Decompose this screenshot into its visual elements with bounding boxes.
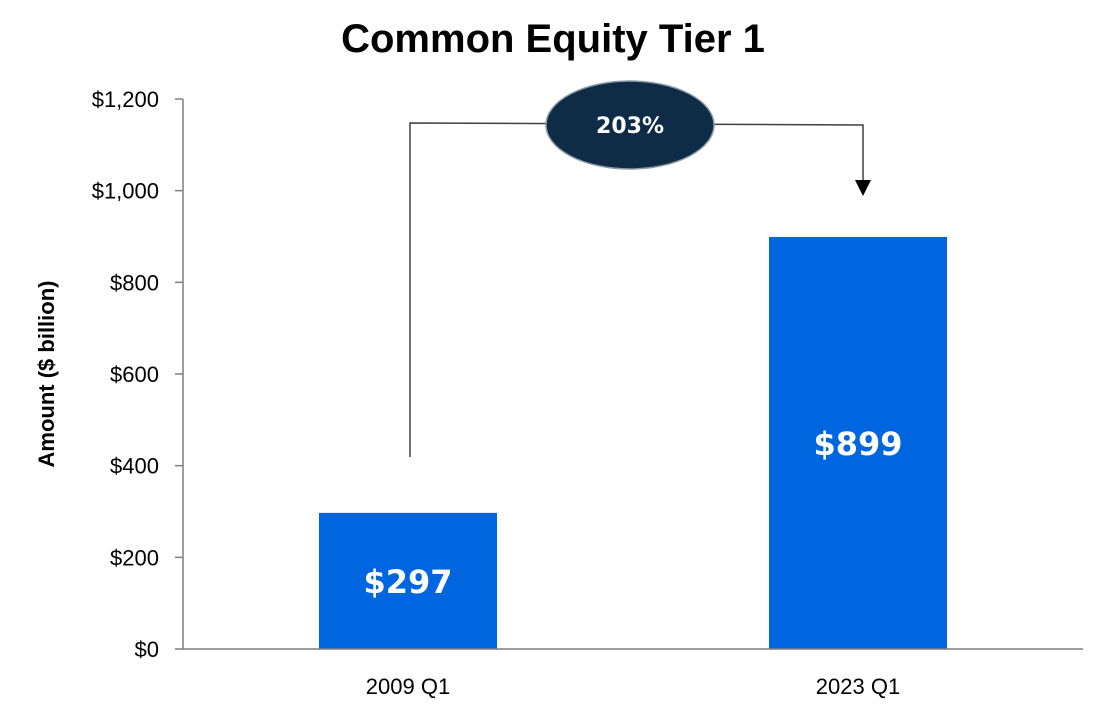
arrowhead-icon: [855, 180, 871, 196]
bars: $297 $899: [319, 236, 947, 650]
chart-title: Common Equity Tier 1: [341, 17, 765, 61]
growth-badge-label: 203%: [596, 114, 664, 139]
y-tick-label: $800: [110, 270, 159, 295]
bar: [769, 236, 947, 650]
x-tick-label: 2023 Q1: [816, 674, 900, 699]
x-tick-label: 2009 Q1: [366, 674, 450, 699]
bar-value-label: $899: [813, 425, 902, 463]
growth-badge: [545, 80, 715, 170]
y-tick-label: $400: [110, 454, 159, 479]
y-tick-label: $0: [135, 637, 159, 662]
y-axis-label: Amount ($ billion): [34, 281, 59, 468]
y-tick-label: $600: [110, 362, 159, 387]
growth-annotation: 203%: [409, 80, 871, 457]
y-tick-label: $1,000: [92, 179, 159, 204]
y-axis: $0 $200 $400 $600 $800 $1,000 $1,200: [92, 87, 184, 662]
bar-value-label: $297: [363, 563, 452, 601]
y-tick-label: $1,200: [92, 87, 159, 112]
bar: [319, 512, 497, 649]
y-tick-label: $200: [110, 545, 159, 570]
x-axis: 2009 Q1 2023 Q1: [183, 648, 1083, 699]
